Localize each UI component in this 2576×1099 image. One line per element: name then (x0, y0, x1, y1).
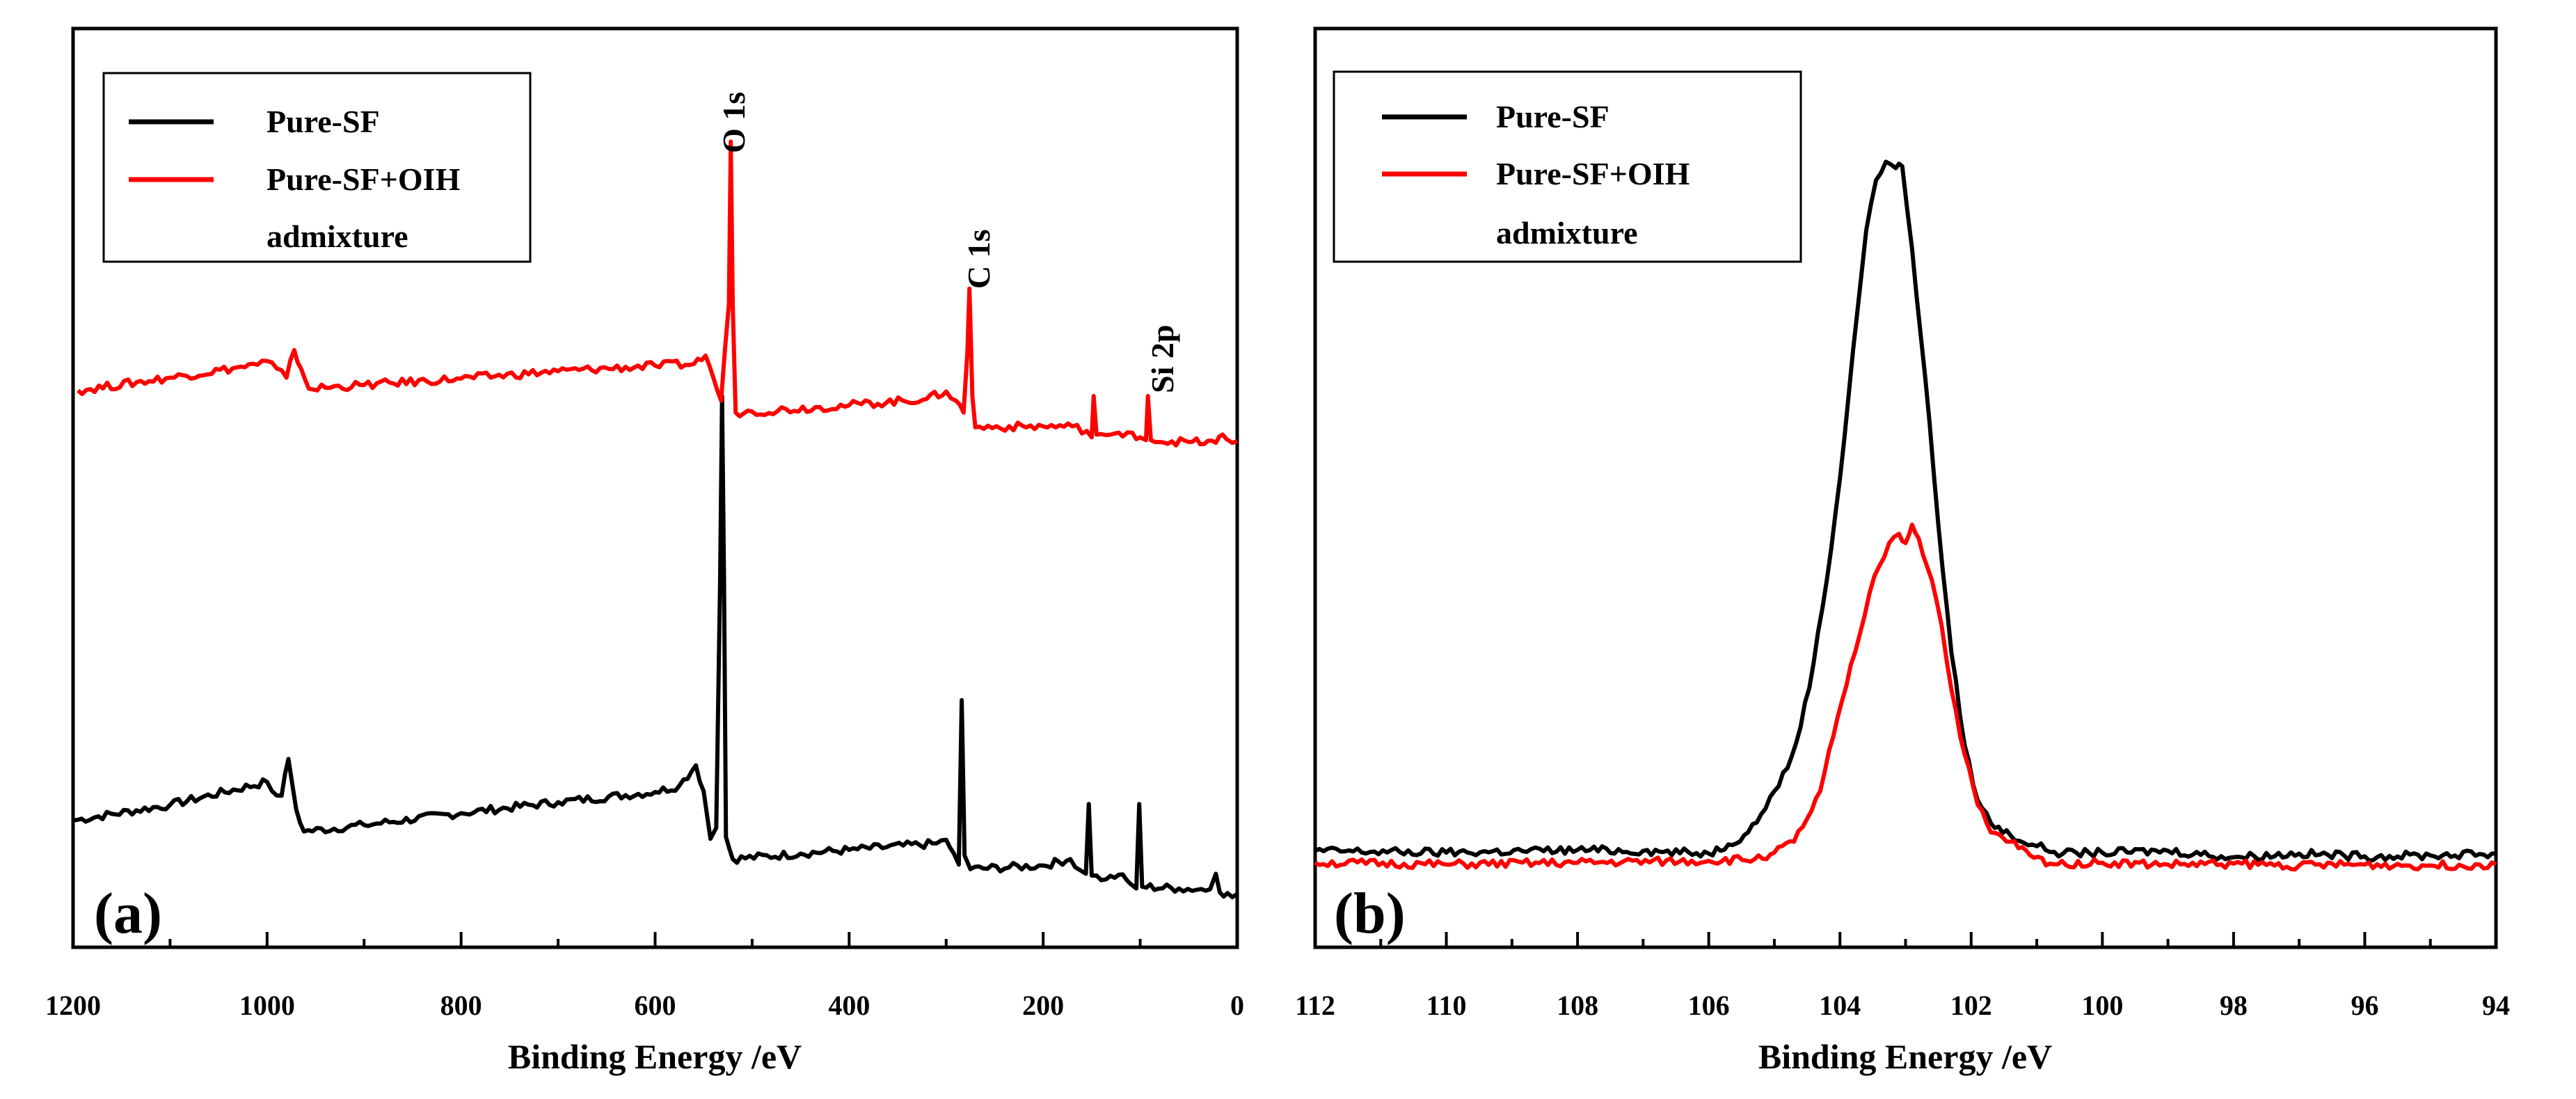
legend-label-admixture: admixture (267, 219, 408, 254)
legend-label-pure-sf: Pure-SF (1496, 99, 1609, 134)
x-tick-label: 0 (1230, 990, 1244, 1021)
x-tick-label: 800 (440, 990, 482, 1021)
x-tick-label: 110 (1426, 990, 1467, 1021)
legend-label-pure-sf-oih: Pure-SF+OIH (1496, 156, 1690, 191)
x-tick-label: 96 (2351, 990, 2378, 1021)
x-tick-label: 98 (2220, 990, 2248, 1021)
x-tick-label: 600 (635, 990, 676, 1021)
x-tick-label: 200 (1022, 990, 1064, 1021)
legend-label-pure-sf-oih: Pure-SF+OIH (267, 161, 461, 197)
legend-box-b (1333, 70, 1802, 263)
series-line-pure-sf-oih-admixture (1314, 522, 2497, 872)
x-axis-title-a: Binding Energy /eV (508, 1037, 802, 1076)
x-tick-label: 1200 (45, 990, 101, 1021)
x-tick-label: 100 (2081, 990, 2123, 1021)
x-tick-label: 112 (1295, 990, 1335, 1021)
series-line-pure-sf-oih-admixture (77, 139, 1239, 448)
legend-b: Pure-SF Pure-SF+OIH admixture (1333, 70, 1802, 263)
legend-box-a (102, 72, 532, 263)
x-tick-label: 104 (1819, 990, 1861, 1021)
panel-label-b: (b) (1334, 881, 1406, 946)
panel-a: 1200 1000 800 600 400 200 0 Binding Energy /eV… (45, 26, 1244, 1076)
x-tick-label: 102 (1950, 990, 1992, 1021)
panel-label-a: (a) (94, 881, 162, 946)
peak-label-c1s: C 1s (961, 229, 996, 289)
series-line-pure-sf (72, 394, 1239, 899)
x-ticks-b: 112 110 108 106 104 102 100 98 96 94 (1295, 932, 2510, 1021)
series-a (72, 139, 1239, 899)
x-tick-label: 108 (1557, 990, 1598, 1021)
series-b (1314, 159, 2497, 872)
x-tick-label: 94 (2482, 990, 2510, 1021)
panel-b: 112 110 108 106 104 102 100 98 96 94 Binding Ener… (1295, 26, 2510, 1076)
legend-label-pure-sf: Pure-SF (267, 104, 380, 139)
peak-label-si2p: Si 2p (1145, 325, 1180, 393)
legend-a: Pure-SF Pure-SF+OIH admixture (102, 72, 532, 263)
legend-label-admixture: admixture (1496, 215, 1638, 251)
x-ticks-a: 1200 1000 800 600 400 200 0 (45, 932, 1244, 1021)
series-line-pure-sf (1314, 159, 2496, 863)
x-tick-label: 400 (828, 990, 870, 1021)
x-axis-title-b: Binding Energy /eV (1758, 1037, 2052, 1076)
peak-label-o1s: O 1s (716, 92, 752, 153)
x-tick-label: 1000 (239, 990, 295, 1021)
x-tick-label: 106 (1688, 990, 1730, 1021)
